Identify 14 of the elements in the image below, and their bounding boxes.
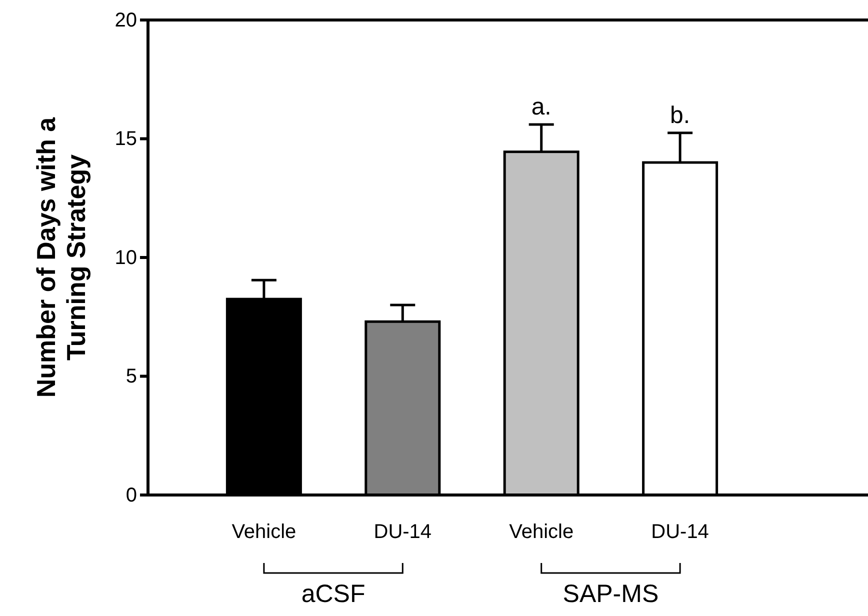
text: aCSF	[301, 580, 366, 608]
x-tick-label: DU-14	[651, 521, 709, 543]
y-tick-label: 5	[126, 366, 137, 388]
y-tick-label: 10	[114, 246, 137, 269]
y-tick-label: 20	[114, 9, 137, 32]
annotation: b.	[670, 102, 690, 129]
annotation: a.	[531, 94, 552, 120]
text: SAP-MS	[562, 580, 659, 608]
x-tick-label: DU-14	[374, 521, 432, 543]
x-tick-label: Vehicle	[232, 521, 296, 543]
y-tick-label: 15	[114, 128, 137, 150]
y-axis-title: Number of Days with a Turning Strategy	[31, 116, 91, 398]
x-tick-label: Vehicle	[509, 521, 574, 543]
y-tick-label: 0	[126, 484, 137, 506]
